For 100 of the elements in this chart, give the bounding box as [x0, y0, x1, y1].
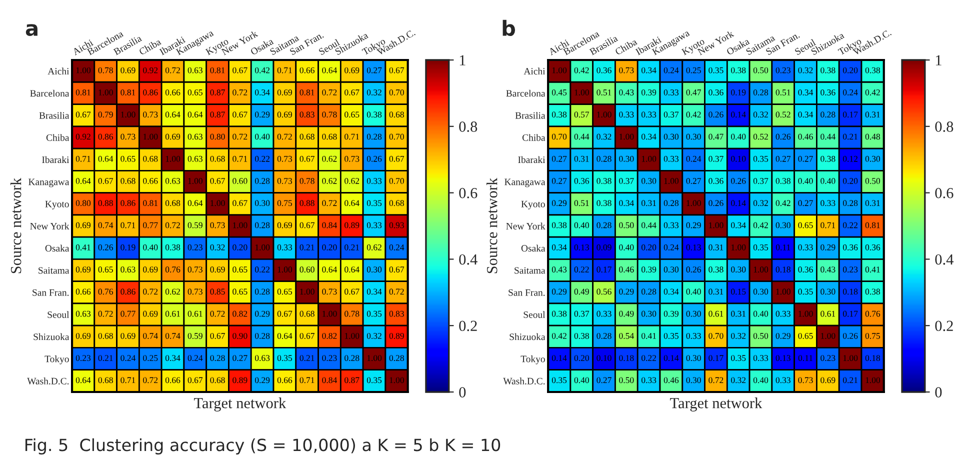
data-label: 0.27: [596, 377, 612, 384]
y-tick-label: Barcelona: [506, 90, 546, 97]
data-label: 0.28: [596, 332, 612, 339]
data-label: 0.64: [165, 112, 180, 118]
data-label: 0.42: [753, 222, 768, 228]
data-label: 0.38: [596, 200, 612, 206]
data-label: 0.76: [865, 310, 880, 317]
data-label: 0.30: [686, 310, 701, 317]
data-label: 0.89: [389, 332, 404, 339]
data-label: 0.25: [143, 355, 158, 362]
y-tick-label: Seoul: [48, 311, 70, 318]
data-label: 0.40: [798, 178, 813, 184]
data-label: 0.67: [76, 112, 91, 118]
data-label: 0.64: [76, 377, 91, 384]
data-label: 0.38: [865, 67, 880, 74]
data-label: 0.23: [842, 266, 858, 272]
data-label: 0.87: [210, 112, 225, 118]
data-label: 0.31: [574, 156, 589, 162]
data-label: 0.70: [389, 134, 404, 140]
data-label: 0.28: [254, 332, 270, 339]
data-label: 1.00: [233, 222, 248, 228]
data-label: 0.60: [300, 266, 314, 272]
data-label: 0.33: [641, 377, 656, 384]
y-tick-label: Chiba: [522, 134, 546, 141]
color-bar-label: 0.2: [935, 320, 953, 332]
data-label: 0.30: [366, 266, 382, 272]
data-label: 0.52: [776, 112, 790, 118]
data-label: 0.56: [596, 288, 612, 295]
data-label: 0.78: [300, 178, 314, 184]
data-label: 0.42: [776, 200, 790, 206]
data-label: 0.69: [277, 112, 292, 118]
data-label: 1.00: [278, 266, 292, 272]
data-label: 0.93: [389, 222, 404, 228]
data-label: 0.92: [76, 134, 90, 140]
data-label: 0.35: [366, 310, 382, 317]
color-bar-label: 0.6: [459, 188, 478, 198]
data-label: 0.33: [596, 310, 612, 317]
data-label: 0.17: [842, 310, 858, 317]
data-label: 0.30: [753, 288, 768, 295]
data-label: 0.20: [842, 178, 858, 184]
data-label: 0.45: [552, 89, 567, 96]
data-label: 0.81: [865, 222, 880, 228]
data-label: 0.79: [98, 112, 113, 118]
data-label: 0.69: [120, 332, 136, 339]
data-label: 0.71: [820, 222, 836, 228]
data-label: 0.42: [552, 332, 566, 339]
data-label: 0.42: [254, 67, 270, 74]
data-label: 0.66: [300, 67, 314, 74]
data-label: 0.46: [619, 266, 634, 272]
data-label: 0.31: [865, 200, 880, 206]
y-tick-label: San Fran.: [32, 289, 69, 296]
data-label: 0.23: [188, 244, 202, 250]
y-tick-label: Ibaraki: [518, 156, 546, 164]
data-label: 0.63: [254, 355, 270, 362]
data-label: 0.34: [254, 89, 270, 96]
data-label: 0.27: [232, 355, 248, 362]
data-label: 0.35: [277, 355, 292, 362]
data-label: 0.32: [798, 67, 813, 74]
data-label: 0.24: [842, 89, 858, 96]
data-label: 0.17: [596, 266, 612, 272]
data-label: 0.84: [322, 222, 337, 228]
data-label: 0.28: [366, 134, 382, 140]
data-label: 0.20: [322, 244, 337, 250]
data-label: 0.29: [552, 200, 567, 206]
data-label: 0.75: [277, 200, 292, 206]
data-label: 0.67: [389, 156, 404, 162]
color-bar-label: 1: [936, 55, 942, 66]
y-tick-label: Wash.D.C.: [27, 378, 69, 384]
data-label: 0.64: [322, 266, 337, 272]
y-tick-label: Kanagawa: [504, 178, 546, 188]
data-label: 0.66: [277, 377, 292, 384]
data-label: 0.69: [120, 67, 136, 74]
data-label: 0.64: [188, 200, 203, 206]
data-label: 0.38: [820, 156, 836, 162]
data-label: 0.74: [143, 332, 158, 339]
data-label: 1.00: [843, 355, 858, 362]
data-label: 0.66: [143, 178, 158, 184]
data-label: 0.43: [820, 266, 836, 272]
data-label: 0.32: [731, 332, 746, 339]
data-label: 0.36: [596, 67, 612, 74]
data-label: 0.30: [254, 200, 270, 206]
data-label: 0.26: [686, 266, 701, 272]
color-bar-label: 0.8: [459, 122, 478, 132]
data-label: 0.33: [664, 89, 679, 96]
y-tick-label: Shizuoka: [510, 333, 546, 340]
data-label: 0.28: [664, 200, 679, 206]
data-label: 1.00: [344, 332, 360, 339]
data-label: 0.68: [143, 156, 158, 162]
data-label: 0.71: [232, 156, 248, 162]
data-label: 0.62: [366, 244, 382, 250]
y-tick-label: Saitama: [514, 267, 546, 274]
data-label: 0.44: [641, 222, 656, 228]
data-label: 0.64: [98, 156, 114, 162]
data-label: 0.21: [842, 134, 858, 140]
data-label: 0.70: [389, 178, 404, 184]
data-label: 0.21: [300, 244, 314, 250]
data-label: 0.38: [552, 112, 567, 118]
data-label: 0.70: [552, 134, 567, 140]
data-label: 0.64: [344, 266, 360, 272]
data-label: 0.33: [686, 332, 701, 339]
